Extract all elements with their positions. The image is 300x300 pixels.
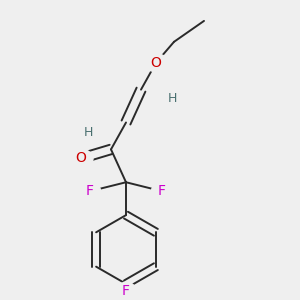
Ellipse shape (144, 54, 168, 72)
Text: O: O (76, 152, 86, 165)
Text: H: H (84, 127, 93, 140)
Text: F: F (122, 284, 130, 298)
Ellipse shape (152, 182, 172, 200)
Text: O: O (151, 56, 161, 70)
Text: F: F (158, 184, 166, 198)
Text: F: F (86, 184, 94, 198)
Ellipse shape (69, 149, 93, 167)
Text: H: H (168, 92, 177, 105)
Ellipse shape (164, 91, 181, 106)
Ellipse shape (80, 125, 98, 140)
Ellipse shape (80, 182, 100, 200)
Ellipse shape (116, 282, 136, 300)
